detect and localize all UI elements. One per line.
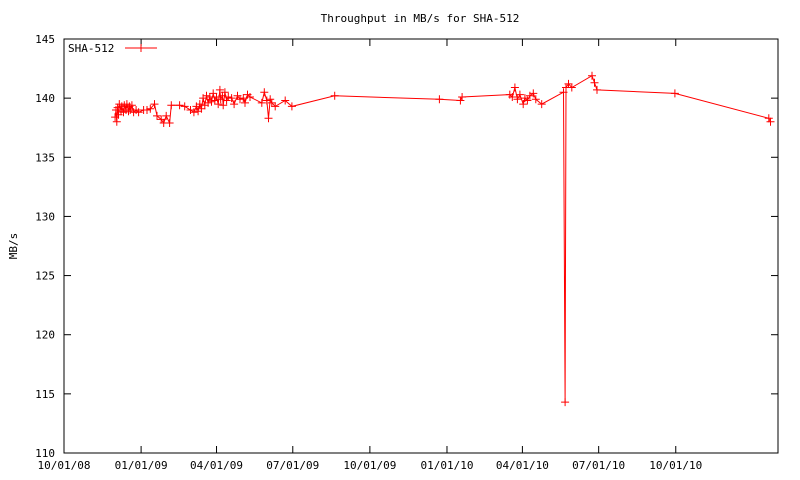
- data-point: [588, 71, 596, 80]
- data-point: [559, 88, 568, 97]
- y-tick-label: 130: [35, 210, 55, 223]
- legend: SHA-512: [68, 42, 157, 55]
- data-point: [267, 98, 276, 107]
- data-point: [197, 104, 206, 113]
- x-tick-label: 01/01/09: [115, 459, 168, 472]
- data-point: [222, 96, 231, 105]
- data-point: [523, 96, 532, 105]
- data-point: [266, 95, 275, 104]
- data-point: [204, 98, 213, 107]
- data-point: [195, 100, 204, 109]
- y-tick-label: 125: [35, 270, 55, 283]
- data-point: [515, 90, 524, 99]
- x-tick-label: 07/01/09: [266, 459, 319, 472]
- data-point: [257, 98, 266, 107]
- data-point: [590, 78, 599, 87]
- data-point: [262, 96, 271, 105]
- data-point: [180, 102, 189, 111]
- data-point: [220, 88, 229, 97]
- data-point: [766, 117, 775, 126]
- legend-label: SHA-512: [68, 42, 114, 55]
- data-point: [165, 119, 174, 127]
- data-point: [264, 114, 273, 123]
- data-point: [764, 114, 773, 123]
- chart-title: Throughput in MB/s for SHA-512: [321, 12, 520, 25]
- y-tick-label: 110: [35, 447, 55, 460]
- x-tick-label: 04/01/09: [190, 459, 243, 472]
- data-point: [150, 100, 159, 109]
- data-point: [207, 97, 216, 106]
- y-tick-label: 145: [35, 33, 55, 46]
- data-point: [564, 79, 573, 88]
- data-point: [561, 398, 570, 407]
- data-point: [531, 95, 540, 104]
- data-point: [162, 111, 171, 120]
- x-tick-label: 10/01/09: [343, 459, 396, 472]
- data-point: [209, 89, 218, 98]
- data-point: [519, 100, 528, 109]
- data-point: [508, 93, 517, 101]
- data-point: [670, 89, 679, 98]
- series-line: [114, 74, 771, 403]
- data-point: [287, 102, 296, 111]
- data-point: [529, 89, 538, 98]
- data-point: [456, 96, 465, 105]
- data-point: [513, 95, 522, 104]
- x-tick-label: 04/01/10: [496, 459, 549, 472]
- data-point: [124, 107, 133, 116]
- y-tick-label: 120: [35, 329, 55, 342]
- data-point: [205, 93, 214, 101]
- data-point: [271, 102, 280, 111]
- data-point: [330, 91, 339, 100]
- x-tick-label: 10/01/10: [649, 459, 702, 472]
- data-point: [143, 106, 151, 114]
- series-layer: [111, 71, 775, 407]
- y-tick-label: 140: [35, 92, 55, 105]
- data-point: [127, 101, 136, 110]
- data-point: [230, 100, 239, 109]
- y-axis-label: MB/s: [7, 233, 20, 260]
- data-point: [260, 88, 269, 97]
- data-point: [153, 111, 161, 120]
- data-point: [593, 85, 601, 94]
- data-point: [214, 100, 223, 109]
- data-point: [246, 93, 254, 101]
- data-point: [134, 108, 143, 117]
- x-tick-label: 07/01/10: [572, 459, 625, 472]
- data-point: [458, 93, 467, 101]
- y-tick-label: 135: [35, 151, 55, 164]
- data-point: [216, 95, 225, 104]
- data-point: [210, 96, 219, 105]
- data-point: [113, 103, 122, 112]
- legend-marker: [137, 44, 145, 52]
- y-tick-label: 115: [35, 388, 55, 401]
- data-point: [510, 83, 519, 92]
- data-point: [281, 96, 290, 105]
- plot-frame: [63, 38, 779, 454]
- data-point: [435, 95, 444, 104]
- y-axis: 110 115 120 125 130 135 140 145: [35, 33, 778, 460]
- data-point: [227, 94, 236, 103]
- data-point: [567, 83, 576, 92]
- data-point: [239, 94, 248, 103]
- data-point: [241, 98, 249, 107]
- data-point: [202, 91, 211, 100]
- data-point: [224, 93, 233, 101]
- data-point: [112, 117, 121, 126]
- data-point: [212, 93, 221, 101]
- data-point: [189, 108, 198, 117]
- x-axis: 10/01/08 01/01/09 04/01/09 07/01/09 10/01/09…: [38, 39, 702, 472]
- data-point: [236, 95, 244, 104]
- x-tick-label: 10/01/08: [38, 459, 91, 472]
- data-point: [175, 101, 184, 110]
- x-tick-label: 01/01/10: [420, 459, 473, 472]
- data-point: [167, 101, 176, 110]
- data-point: [537, 100, 546, 109]
- data-point: [219, 101, 228, 110]
- data-point: [146, 104, 155, 113]
- data-point: [215, 85, 224, 94]
